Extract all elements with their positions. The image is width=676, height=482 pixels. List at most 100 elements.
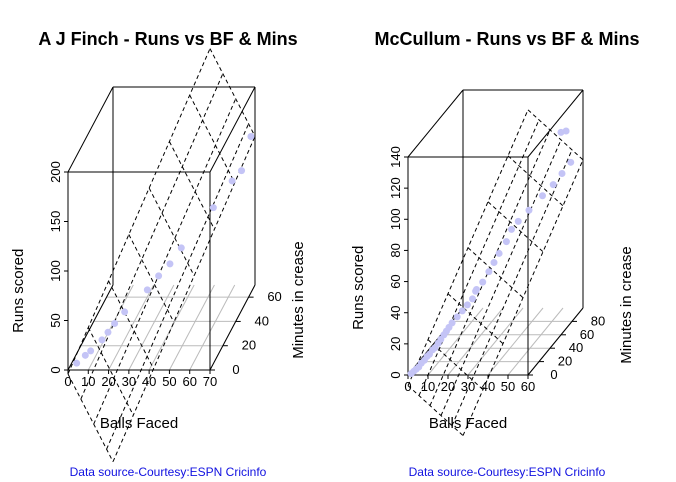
z-tick-label: 0 — [48, 366, 63, 373]
data-point — [177, 244, 185, 252]
data-point — [539, 192, 546, 200]
x-tick-label: 60 — [521, 379, 535, 394]
data-point — [453, 313, 461, 321]
data-point — [469, 295, 476, 303]
x-tick-label: 20 — [101, 374, 115, 389]
y-tick-label: 40 — [254, 313, 268, 328]
data-point — [463, 301, 471, 309]
x-tick-label: 0 — [404, 379, 411, 394]
grid-line — [487, 307, 544, 376]
grid-line — [467, 307, 524, 376]
z-tick-label: 40 — [388, 305, 403, 319]
x-axis-label: Balls Faced — [100, 415, 178, 432]
z-tick-label: 140 — [388, 146, 403, 168]
data-point — [238, 167, 246, 175]
regression-plane — [80, 73, 224, 400]
z-tick-label: 120 — [388, 177, 403, 199]
regression-plane — [487, 201, 544, 253]
data-point — [448, 319, 456, 327]
z-axis-label: Runs scored — [10, 249, 27, 333]
box-edge — [67, 86, 114, 173]
data-point — [562, 127, 570, 135]
y-tick-label: 20 — [242, 338, 256, 353]
regression-plane — [418, 119, 540, 396]
x-tick-label: 10 — [81, 374, 95, 389]
y-tick-label: 60 — [580, 327, 594, 342]
box-edge — [527, 307, 584, 376]
box-edge — [407, 89, 464, 158]
regression-plane — [527, 109, 584, 161]
data-point — [485, 268, 493, 276]
y-tick-label: 20 — [558, 354, 572, 369]
regression-plane — [106, 123, 250, 450]
grid-line — [108, 284, 155, 371]
regression-plane — [67, 373, 114, 462]
y-tick-label: 80 — [591, 313, 605, 328]
z-tick-label: 100 — [48, 260, 63, 282]
data-point — [247, 133, 255, 140]
y-tick-label: 0 — [550, 367, 557, 382]
data-point — [495, 249, 503, 257]
data-point — [104, 328, 112, 336]
box-edge — [209, 86, 256, 173]
x-tick-label: 30 — [122, 374, 136, 389]
grid-line — [189, 284, 236, 371]
data-point — [490, 259, 498, 267]
regression-plane — [93, 98, 237, 425]
data-point — [228, 177, 236, 185]
z-tick-label: 200 — [48, 161, 63, 183]
y-axis-label: Minutes in crease — [290, 241, 307, 359]
data-point — [549, 181, 557, 189]
grid-line — [507, 307, 564, 376]
x-tick-label: 0 — [64, 374, 71, 389]
data-point — [143, 286, 151, 294]
grid-line — [447, 307, 504, 376]
x-tick-label: 60 — [182, 374, 196, 389]
data-point — [121, 308, 129, 316]
data-point — [558, 169, 566, 177]
data-point — [155, 272, 163, 280]
z-tick-label: 50 — [48, 313, 63, 327]
regression-plane — [168, 141, 215, 230]
grid-line — [168, 284, 215, 371]
regression-plane — [128, 234, 175, 323]
regression-plane — [407, 109, 529, 386]
data-point — [525, 206, 533, 214]
x-tick-label: 50 — [501, 379, 515, 394]
box-edge — [67, 284, 114, 371]
x-tick-label: 20 — [441, 379, 455, 394]
z-tick-label: 20 — [388, 337, 403, 351]
x-tick-label: 40 — [142, 374, 156, 389]
source-note: Data source-Courtesy:ESPN Cricinfo — [409, 465, 606, 479]
chart-title: McCullum - Runs vs BF & Mins — [374, 29, 639, 49]
data-point — [514, 217, 522, 225]
regression-plane — [451, 149, 573, 426]
y-tick-label: 40 — [569, 340, 583, 355]
data-point — [73, 359, 81, 367]
z-tick-label: 60 — [388, 274, 403, 288]
regression-plane — [148, 187, 195, 276]
x-tick-label: 50 — [162, 374, 176, 389]
data-point — [567, 158, 575, 166]
data-point — [81, 351, 89, 359]
z-axis-label: Runs scored — [350, 246, 367, 330]
regression-plane — [407, 385, 464, 436]
grid-line — [427, 307, 484, 376]
z-tick-label: 0 — [388, 371, 403, 378]
regression-plane — [507, 155, 564, 207]
regression-plane — [440, 139, 562, 416]
x-tick-label: 30 — [461, 379, 475, 394]
source-note: Data source-Courtesy:ESPN Cricinfo — [70, 465, 267, 479]
regression-plane — [209, 48, 256, 137]
regression-plane — [189, 94, 236, 184]
data-point — [98, 336, 106, 344]
x-tick-label: 70 — [203, 374, 217, 389]
regression-plane — [467, 247, 524, 299]
data-point — [166, 260, 174, 268]
grid-line — [87, 284, 134, 371]
x-axis-label: Balls Faced — [429, 415, 507, 432]
regression-plane — [447, 293, 504, 345]
regression-plane — [427, 339, 484, 390]
x-tick-label: 40 — [481, 379, 495, 394]
